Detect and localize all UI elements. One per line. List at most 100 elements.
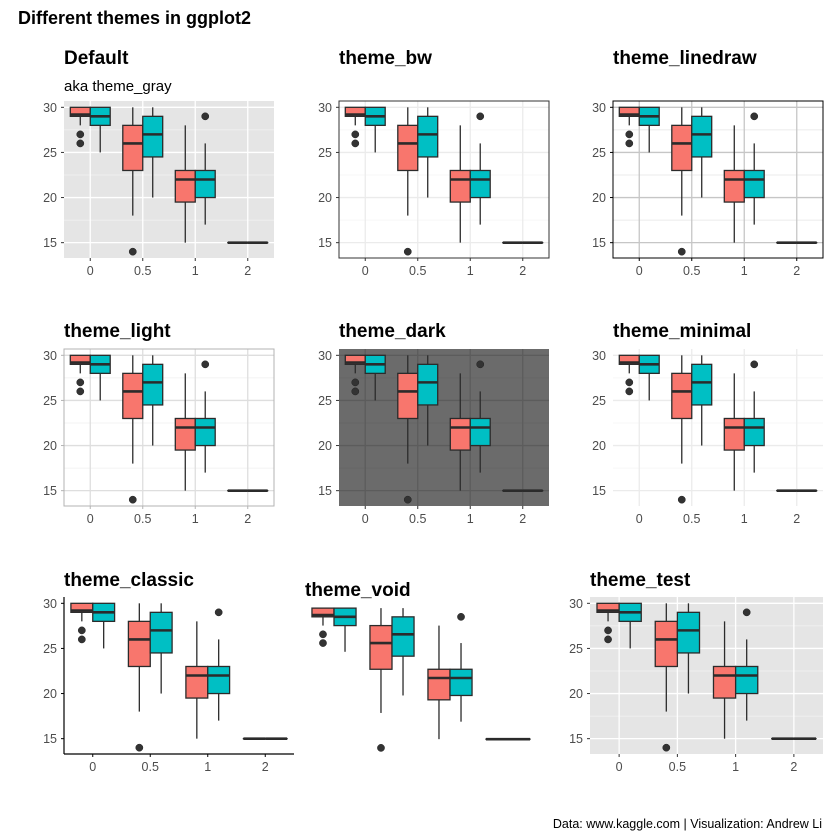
box-body [391, 616, 415, 657]
box-body [397, 124, 419, 172]
panel-background [64, 349, 274, 506]
y-tick-label: 25 [569, 642, 583, 656]
box-outlier [128, 247, 137, 256]
x-tick-label: 0 [362, 512, 369, 526]
box-body [142, 115, 164, 158]
x-tick-label: 1 [192, 264, 199, 278]
y-tick-label: 15 [43, 484, 57, 498]
y-tick-label: 15 [592, 484, 606, 498]
box-outlier [214, 608, 223, 617]
box-outlier [77, 626, 86, 635]
x-tick-label: 1 [467, 512, 474, 526]
x-tick-label: 1 [467, 264, 474, 278]
box-body [142, 363, 164, 406]
x-tick-label: 2 [793, 264, 800, 278]
box-outlier [403, 495, 412, 504]
panel-bw: theme_bw 15 20 25 30 0 0.5 1 2 [318, 48, 550, 278]
box-outlier [604, 626, 612, 635]
x-tick-label: 0 [362, 264, 369, 278]
x-tick-label: 0.5 [134, 512, 151, 526]
panel-title: theme_dark [339, 321, 446, 342]
box-outlier [457, 613, 465, 621]
y-tick-label: 30 [592, 349, 606, 363]
panel-linedraw: theme_linedraw 15 20 25 30 0 0.5 1 2 [592, 48, 824, 278]
box-body [369, 624, 393, 670]
box-body [417, 363, 439, 406]
y-tick-label: 30 [592, 101, 606, 115]
x-tick-label: 0.5 [142, 760, 159, 774]
box-outlier [677, 495, 686, 504]
y-tick-label: 25 [592, 394, 606, 408]
box-body [149, 611, 173, 654]
box-body [417, 115, 439, 158]
y-tick-label: 15 [318, 484, 332, 498]
panel-void: theme_void [305, 580, 531, 752]
y-tick-label: 20 [43, 687, 57, 701]
box-outlier [76, 387, 85, 396]
y-tick-label: 20 [569, 687, 583, 701]
y-tick-label: 25 [43, 146, 57, 160]
box-body [469, 169, 491, 199]
box-outlier [351, 387, 360, 396]
box-outlier [77, 635, 86, 644]
x-tick-label: 2 [244, 264, 251, 278]
y-tick-label: 20 [318, 191, 332, 205]
x-tick-label: 0 [616, 760, 623, 774]
box-outlier [625, 378, 634, 387]
box-outlier [677, 247, 686, 256]
box-body [691, 115, 713, 158]
panel-background [613, 101, 823, 258]
box-outlier [625, 130, 634, 139]
x-tick-label: 0.5 [134, 264, 151, 278]
box-body [449, 668, 473, 697]
x-tick-label: 0.5 [409, 512, 426, 526]
panel-title: theme_linedraw [613, 48, 757, 69]
x-tick-label: 0 [636, 264, 643, 278]
x-tick-label: 2 [244, 512, 251, 526]
y-tick-label: 25 [318, 394, 332, 408]
panel-subtitle: aka theme_gray [64, 78, 172, 95]
panel-title: Default [64, 48, 129, 69]
x-tick-label: 0 [87, 264, 94, 278]
y-tick-label: 15 [43, 732, 57, 746]
box-body [743, 169, 765, 199]
panel-light: theme_light 15 20 25 30 0 0.5 1 2 [43, 321, 275, 526]
x-tick-label: 1 [741, 512, 748, 526]
panel-minimal: theme_minimal 15 20 25 30 0 0.5 1 2 [592, 321, 823, 526]
box-body [427, 668, 451, 701]
box-body [449, 417, 471, 451]
y-tick-label: 20 [43, 439, 57, 453]
y-tick-label: 15 [318, 236, 332, 250]
x-tick-label: 2 [793, 512, 800, 526]
box-outlier [403, 247, 412, 256]
box-outlier [377, 744, 385, 752]
box-outlier [76, 378, 85, 387]
x-tick-label: 0.5 [683, 264, 700, 278]
box-outlier [201, 112, 210, 121]
box-body [207, 665, 231, 695]
box-outlier [476, 112, 485, 121]
box-body [654, 620, 679, 668]
panel-title: theme_test [590, 570, 691, 591]
y-tick-label: 25 [43, 394, 57, 408]
box-body [743, 417, 765, 447]
y-tick-label: 20 [592, 191, 606, 205]
box-outlier [351, 130, 360, 139]
panel-title: theme_classic [64, 570, 194, 591]
box-outlier [135, 743, 144, 752]
y-tick-label: 20 [318, 439, 332, 453]
box-outlier [750, 360, 759, 369]
box-body [712, 665, 737, 699]
box-body [122, 124, 144, 172]
box-body [449, 169, 471, 203]
x-tick-label: 0.5 [409, 264, 426, 278]
x-tick-label: 0.5 [683, 512, 700, 526]
x-tick-label: 0 [87, 512, 94, 526]
y-tick-label: 30 [43, 597, 57, 611]
panel-classic: theme_classic 15 20 25 30 0 0.5 1 2 [43, 570, 294, 774]
box-outlier [351, 378, 360, 387]
box-body [174, 417, 196, 451]
panel-test: theme_test 15 20 25 30 0 0.5 1 2 [569, 570, 823, 774]
